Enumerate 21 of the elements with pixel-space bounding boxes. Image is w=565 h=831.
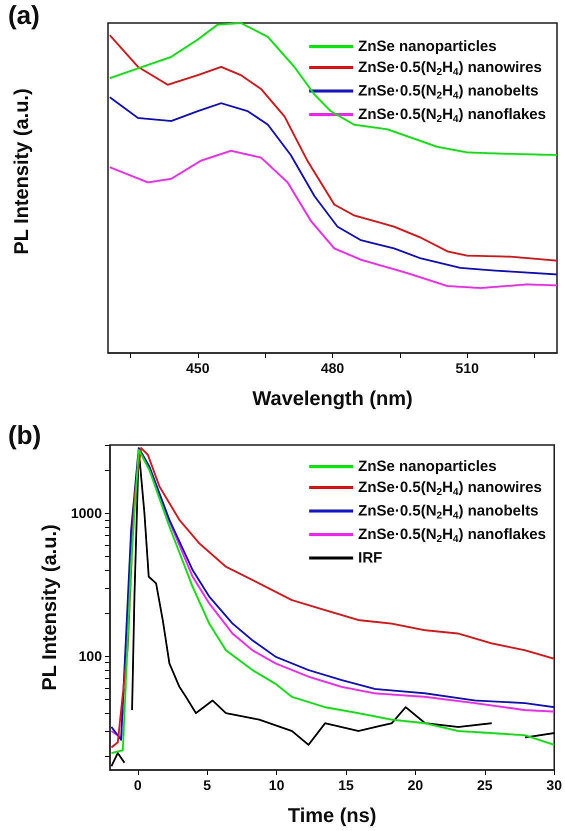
text: (a) (8, 0, 40, 30)
y-axis-title: PL Intensity (a.u.) (11, 88, 33, 255)
x-tick-label: 15 (338, 777, 354, 793)
x-axis-title: Time (ns) (288, 805, 376, 827)
x-tick-label: 25 (477, 777, 493, 793)
legend-label: ZnSe nanoparticles (358, 38, 497, 55)
y-tick-label: 100 (78, 648, 102, 664)
legend-label: IRF (358, 550, 382, 566)
x-tick-label: 20 (408, 777, 424, 793)
x-axis-title: Wavelength (nm) (252, 388, 413, 410)
legend-label: ZnSe nanoparticles (358, 458, 497, 475)
text: (b) (8, 420, 42, 450)
x-tick-label: 450 (186, 360, 210, 376)
y-axis-title: PL Intensity (a.u.) (38, 524, 61, 691)
x-tick-label: 30 (546, 777, 562, 793)
y-tick-label: 1000 (70, 505, 102, 522)
x-tick-label: 0 (134, 777, 142, 793)
x-tick-label: 5 (203, 777, 212, 793)
x-tick-label: 510 (456, 360, 480, 376)
x-tick-label: 10 (268, 777, 285, 793)
x-tick-label: 480 (320, 360, 344, 376)
